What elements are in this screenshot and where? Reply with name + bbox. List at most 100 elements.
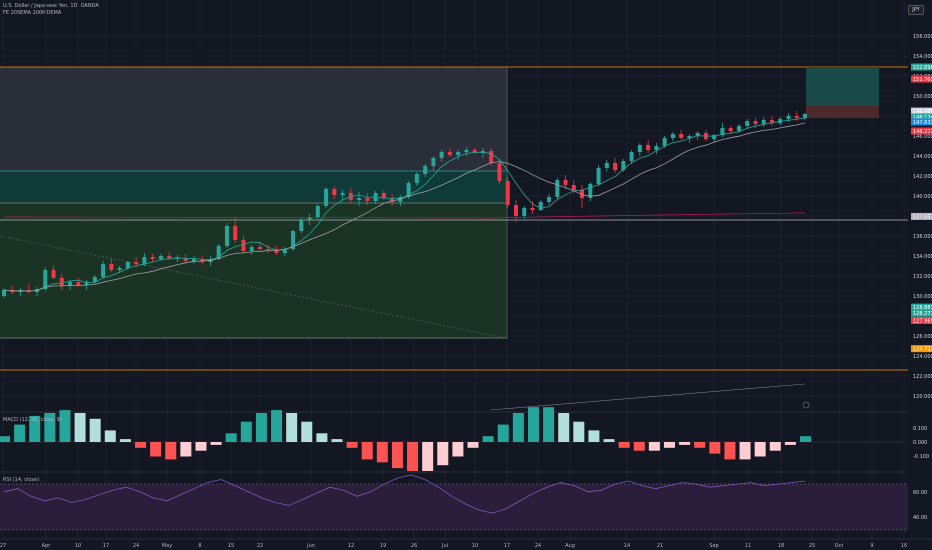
price-tick: 150.000 <box>913 94 932 100</box>
candle-body <box>555 180 560 197</box>
price-tick: 144.000 <box>913 154 932 160</box>
macd-bar <box>588 430 600 442</box>
candle-body <box>695 133 700 136</box>
candle-body <box>621 161 626 170</box>
macd-bar <box>180 442 192 457</box>
candle-body <box>447 152 452 155</box>
candle-body <box>588 184 593 198</box>
price-tag-label: 148.174 <box>913 115 932 121</box>
macd-bar <box>0 436 10 442</box>
zone-green <box>0 203 507 338</box>
candle-body <box>679 134 684 138</box>
zone-upper <box>0 67 507 171</box>
candle-body <box>439 152 444 158</box>
position-loss <box>806 106 879 118</box>
macd-bar <box>497 424 509 442</box>
macd-bar <box>255 413 267 442</box>
macd-bar <box>316 433 328 442</box>
candle-body <box>266 249 271 250</box>
candle-body <box>547 197 552 202</box>
macd-bar <box>769 442 781 451</box>
candle-body <box>687 136 692 138</box>
price-tag-label: 151.703 <box>913 77 932 83</box>
candle-body <box>241 240 246 251</box>
macd-bar <box>135 442 147 448</box>
time-tick: 19 <box>380 543 386 549</box>
price-tag <box>911 75 932 83</box>
price-tag <box>911 107 932 115</box>
candle-body <box>431 158 436 166</box>
macd-bar <box>724 442 736 460</box>
sma-slow <box>3 122 806 292</box>
macd-tick: -0.100 <box>913 454 929 460</box>
candle-body <box>249 247 254 251</box>
macd-bar <box>361 442 373 460</box>
candle-body <box>803 114 807 118</box>
candle-body <box>720 128 725 135</box>
candle-body <box>414 174 419 183</box>
candle-body <box>109 264 114 270</box>
candle-body <box>728 128 733 131</box>
price-tag-label: 147.633 <box>913 120 932 126</box>
candle-body <box>125 262 130 268</box>
time-tick: 10 <box>472 543 478 549</box>
macd-bar <box>739 442 751 460</box>
candle-body <box>167 256 172 258</box>
candle-body <box>580 190 585 198</box>
candle-body <box>299 220 304 231</box>
candle-body <box>736 126 741 131</box>
candle-body <box>423 166 428 174</box>
macd-label: MACD (12, 26, close, 9) <box>3 417 62 423</box>
candle-body <box>662 138 667 146</box>
macd-bar <box>286 413 298 442</box>
macd-bar <box>467 442 479 448</box>
macd-bar <box>679 442 691 445</box>
macd-bar <box>422 442 434 471</box>
macd-tick: 0.000 <box>913 440 927 446</box>
price-tag-label: 137.957 <box>913 214 932 220</box>
candle-body <box>381 193 386 198</box>
time-tick: 17 <box>504 543 510 549</box>
price-tag-label: 127.985 <box>913 319 932 325</box>
macd-bar <box>618 442 630 448</box>
macd-bar <box>391 442 403 469</box>
time-tick: Jul <box>441 543 448 549</box>
candle-body <box>282 249 287 253</box>
macd-bar <box>709 442 721 454</box>
candle-body <box>191 259 196 261</box>
candle-body <box>340 193 345 195</box>
macd-bar <box>407 442 419 471</box>
currency-button[interactable]: JPY <box>908 5 924 15</box>
time-tick: 26 <box>411 543 417 549</box>
time-tick: May <box>162 543 172 549</box>
price-tag-label: 152.898 <box>913 65 932 71</box>
price-tag-label: 146.272 <box>913 129 932 135</box>
alert-icon <box>802 401 810 409</box>
price-tick: 124.000 <box>913 354 932 360</box>
price-tick: 126.000 <box>913 334 932 340</box>
candle-body <box>629 152 634 161</box>
macd-bar <box>648 442 660 451</box>
macd-bar <box>301 421 313 442</box>
symbol-title: U.S. Dollar / Japanese Yen, 1D, OANDA <box>3 3 99 9</box>
macd-trend-line <box>489 383 806 411</box>
candle-body <box>786 116 791 119</box>
price-tick: 154.000 <box>913 54 932 60</box>
candle-body <box>175 258 180 259</box>
macd-bar <box>512 413 524 442</box>
price-tick: 136.000 <box>913 234 932 240</box>
candle-body <box>291 231 296 249</box>
time-tick: 15 <box>228 543 234 549</box>
price-tag-label: 124.733 <box>913 347 932 353</box>
price-tag <box>911 309 932 317</box>
candle-body <box>43 270 48 289</box>
macd-bar <box>482 436 494 442</box>
candle-body <box>2 290 6 296</box>
macd-bar <box>800 436 811 442</box>
macd-bar <box>346 442 358 448</box>
candle-body <box>84 282 89 285</box>
candle-body <box>538 202 543 210</box>
candle-body <box>257 247 262 249</box>
candle-body <box>745 121 750 126</box>
